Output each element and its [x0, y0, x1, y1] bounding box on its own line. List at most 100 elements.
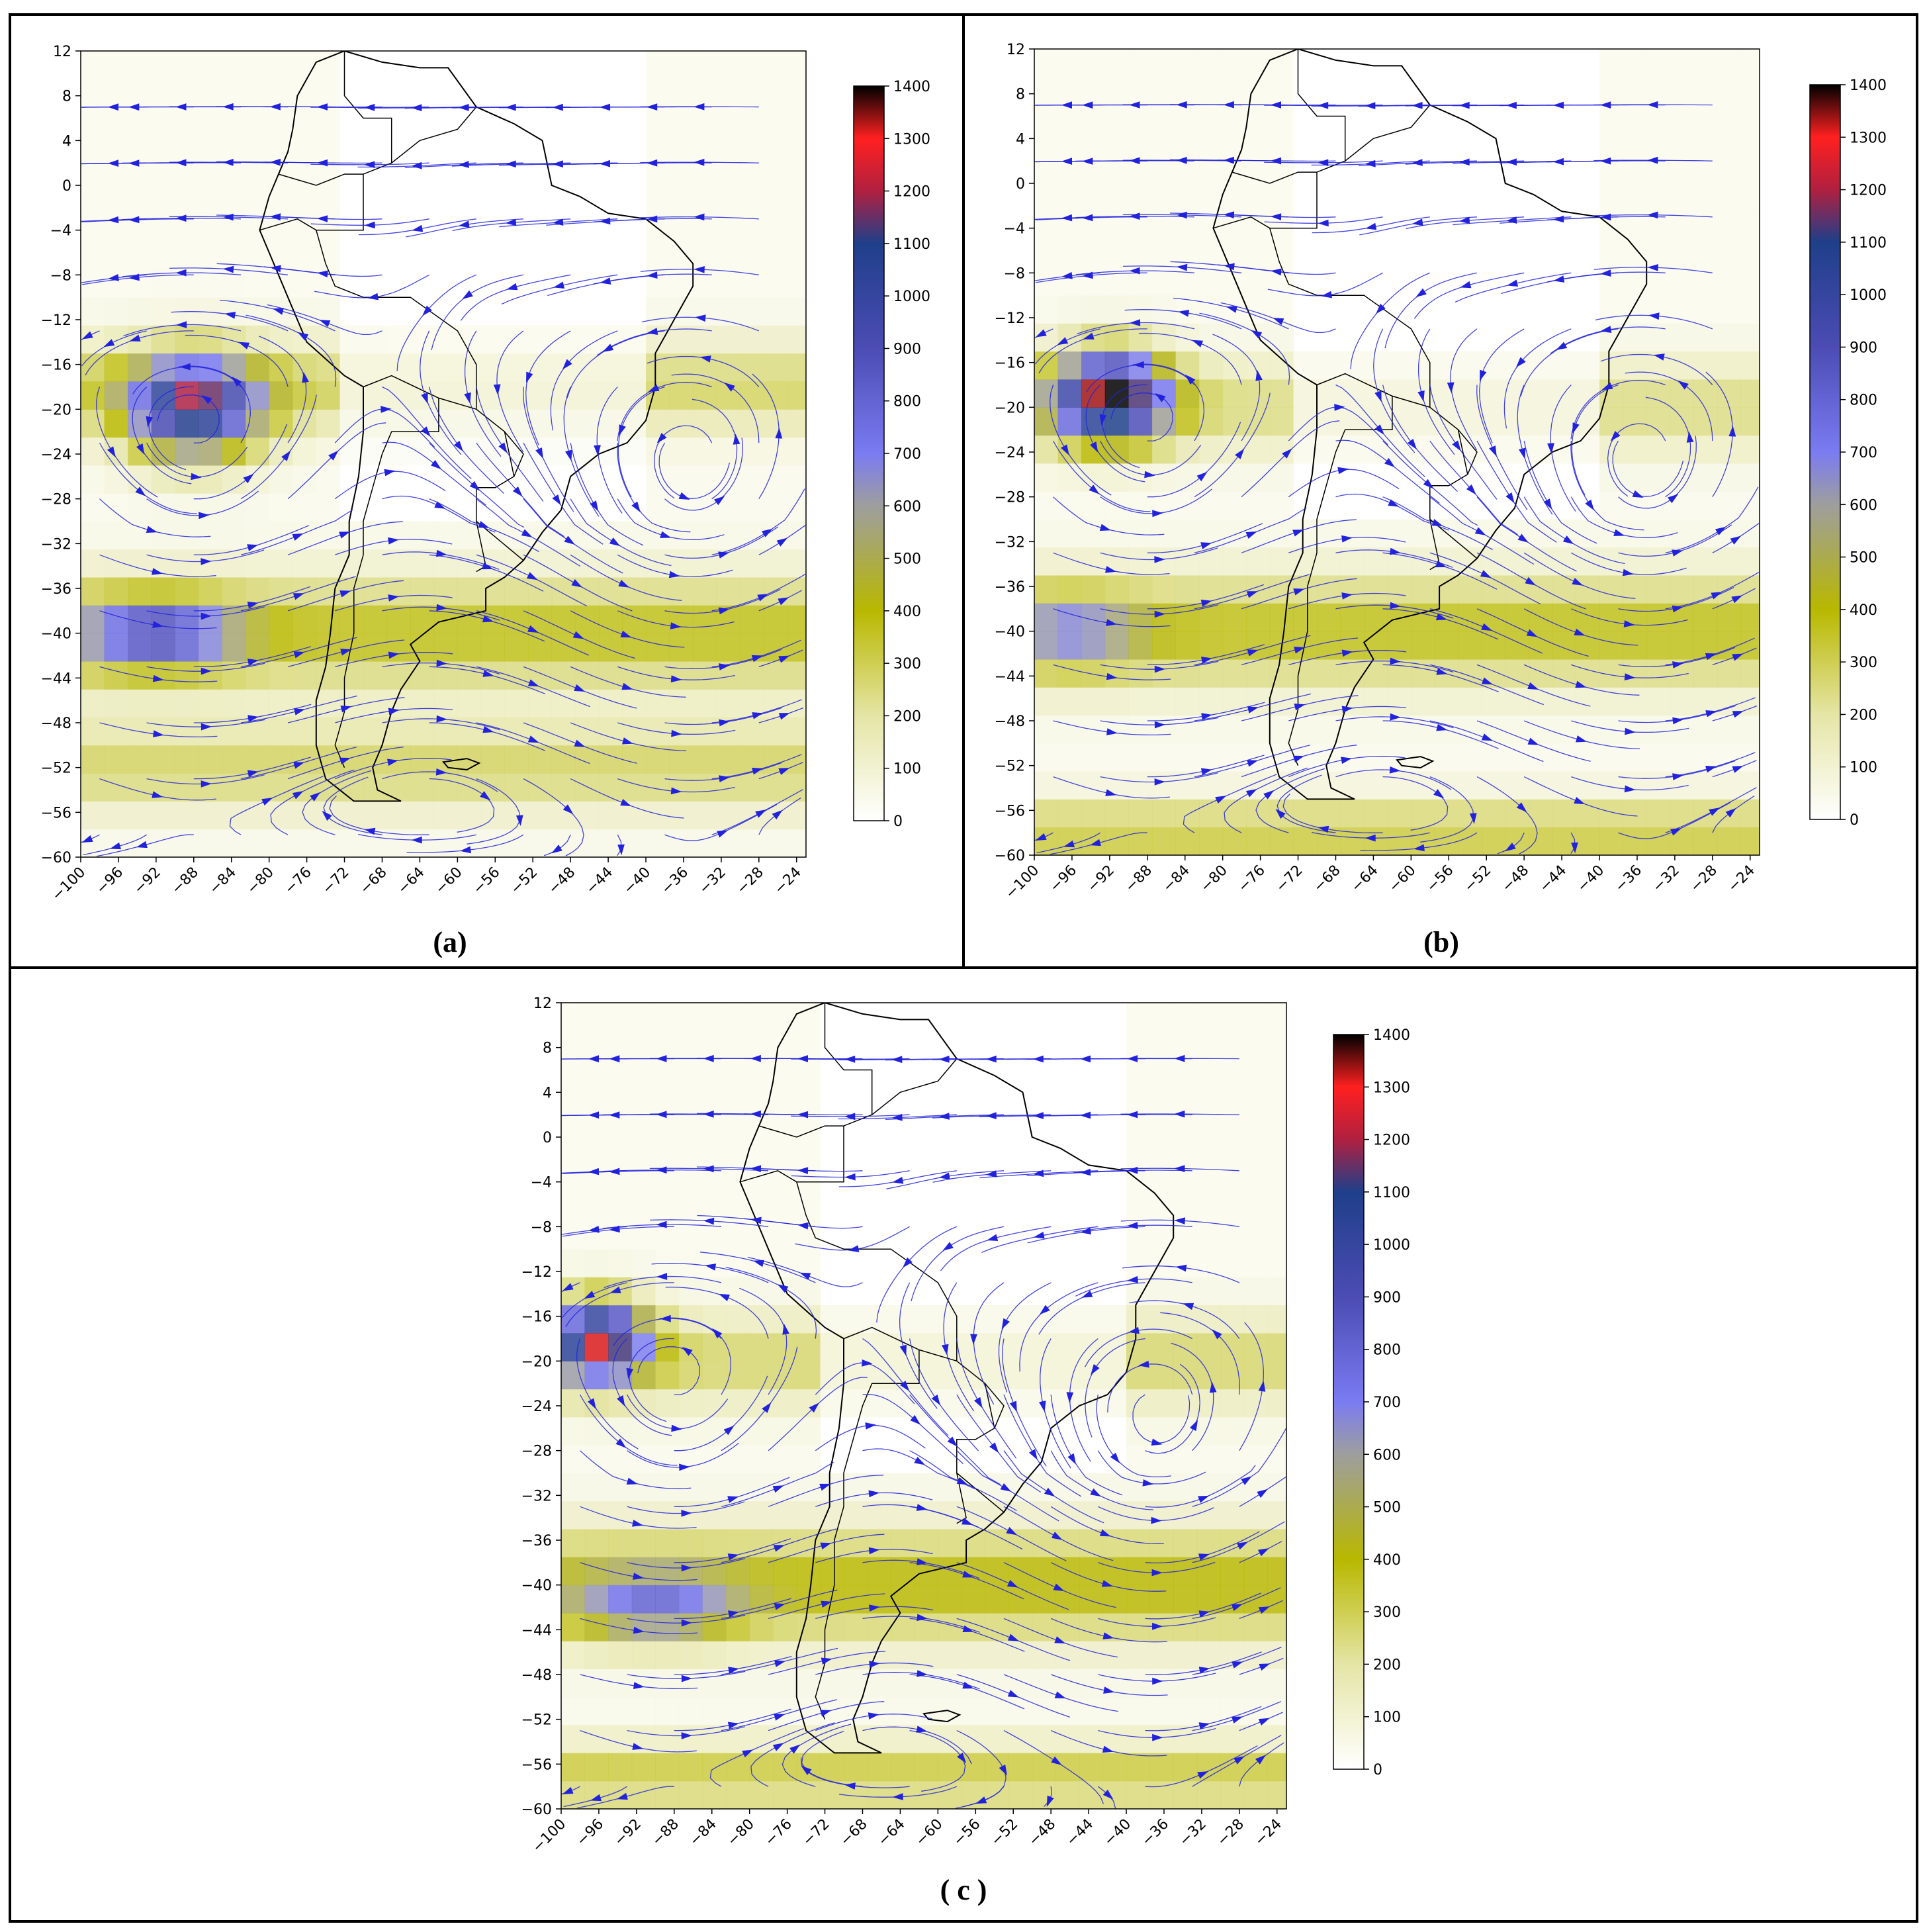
heatmap-cell: [175, 493, 199, 522]
heatmap-cell: [81, 381, 105, 410]
heatmap-cell: [561, 1361, 586, 1390]
streamline-arrow: [718, 1293, 730, 1301]
colorbar-tick-label: 700: [1850, 445, 1877, 461]
streamline-arrow: [1106, 619, 1117, 626]
streamline-arrow: [844, 1055, 856, 1063]
heatmap-cell: [292, 157, 317, 186]
heatmap-cell: [631, 1612, 656, 1641]
heatmap-cell: [1175, 463, 1200, 492]
heatmap-cell: [1175, 211, 1200, 240]
heatmap-cell: [1057, 49, 1082, 72]
heatmap-cell: [575, 829, 600, 857]
heatmap-cell: [1670, 799, 1694, 828]
streamline-arrow: [1241, 1476, 1252, 1485]
heatmap-cell: [1243, 1137, 1269, 1166]
streamline-arrow: [772, 1485, 784, 1493]
heatmap-cell: [1032, 1333, 1056, 1361]
streamline-arrow: [294, 708, 305, 715]
heatmap-cell: [1034, 407, 1059, 436]
heatmap-cell: [1740, 407, 1760, 436]
streamline-arrow: [1138, 1360, 1149, 1368]
heatmap-cell: [1034, 99, 1059, 128]
streamline-arrow: [1412, 159, 1423, 166]
heatmap-cell: [584, 1003, 609, 1026]
heatmap-cell: [1267, 1445, 1286, 1473]
heatmap-cell: [1126, 1081, 1151, 1110]
heatmap-cell: [1196, 1389, 1221, 1418]
heatmap-cell: [655, 1445, 680, 1473]
heatmap-cell: [1505, 603, 1529, 632]
streamline-arrow: [482, 725, 494, 733]
heatmap-cell: [1126, 1003, 1151, 1026]
heatmap-cell: [575, 437, 600, 466]
heatmap-cell: [608, 1557, 633, 1586]
streamline-arrow: [552, 494, 561, 506]
heatmap-cell: [81, 549, 105, 578]
heatmap-cell: [1128, 659, 1153, 688]
heatmap-cell: [1646, 519, 1671, 548]
heatmap-cell: [1623, 687, 1647, 716]
heatmap-cell: [1222, 463, 1247, 492]
heatmap-cell: [1552, 631, 1576, 660]
y-tick-label: −44: [521, 1622, 552, 1639]
heatmap-cell: [551, 773, 576, 802]
heatmap-cell: [773, 1109, 797, 1138]
heatmap-cell: [1151, 211, 1177, 240]
streamline-arrow: [694, 213, 705, 221]
heatmap-cell: [1293, 799, 1318, 828]
heatmap-cell: [1269, 155, 1294, 184]
heatmap-cell: [1173, 1696, 1198, 1725]
heatmap-cell: [1175, 631, 1200, 660]
heatmap-cell: [222, 717, 246, 746]
heatmap-cell: [740, 829, 764, 857]
streamline-arrow: [681, 1732, 692, 1739]
heatmap-cell: [1717, 547, 1742, 576]
heatmap-cell: [1220, 1333, 1245, 1361]
heatmap-cell: [749, 1641, 774, 1670]
heatmap-cell: [584, 1445, 609, 1473]
streamline-arrow: [340, 649, 352, 656]
heatmap-cell: [1126, 1500, 1151, 1530]
streamline-arrow: [1715, 526, 1726, 535]
streamline-arrow: [600, 277, 611, 285]
streamline-arrow: [656, 1111, 667, 1119]
heatmap-cell: [104, 717, 128, 746]
heatmap-cell: [867, 1389, 891, 1418]
heatmap-cell: [128, 213, 152, 242]
heatmap-cell: [410, 521, 435, 550]
country-border: [984, 1383, 1005, 1429]
y-tick-label: −48: [995, 713, 1025, 730]
heatmap-cell: [1151, 71, 1177, 100]
heatmap-cell: [575, 381, 600, 410]
streamline-arrow: [1152, 1677, 1163, 1685]
streamline-arrow: [1174, 1217, 1185, 1224]
x-tick-label: −80: [1197, 862, 1231, 896]
heatmap-cell: [1081, 239, 1106, 268]
heatmap-cell: [938, 1641, 962, 1670]
streamline-arrow: [1412, 218, 1423, 226]
heatmap-cell: [128, 101, 152, 130]
heatmap-cell: [1220, 1557, 1245, 1586]
heatmap-cell: [1267, 1220, 1286, 1250]
streamline-arrow: [482, 615, 494, 623]
heatmap-cell: [1104, 687, 1129, 716]
heatmap-cell: [1599, 211, 1624, 240]
heatmap-cell: [1081, 631, 1106, 660]
heatmap-cell: [1173, 1003, 1198, 1026]
coastline-south-america: [1212, 49, 1648, 800]
heatmap-cell: [749, 1389, 774, 1418]
heatmap-cell: [1458, 379, 1482, 408]
heatmap-cell: [796, 1361, 821, 1390]
heatmap-cell: [1034, 715, 1059, 744]
heatmap-cell: [1317, 547, 1341, 576]
heatmap-cell: [796, 1137, 821, 1166]
heatmap-cell: [1646, 575, 1671, 604]
streamline-arrow: [562, 1283, 574, 1291]
heatmap-cell: [702, 1081, 727, 1110]
heatmap-cell: [1079, 1753, 1103, 1782]
heatmap-cell: [128, 241, 152, 270]
streamline-arrow: [381, 406, 392, 413]
heatmap-cell: [1081, 687, 1106, 716]
heatmap-cell: [763, 773, 788, 802]
heatmap-cell: [175, 661, 199, 690]
